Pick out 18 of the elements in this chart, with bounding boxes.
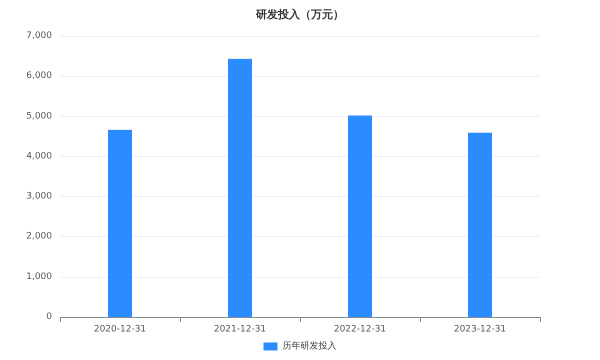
- y-tick-label: 0: [46, 312, 52, 322]
- y-tick-label: 3,000: [26, 192, 52, 202]
- x-tick-label: 2022-12-31: [334, 324, 386, 334]
- bar: [468, 132, 492, 317]
- y-tick-label: 7,000: [26, 31, 52, 41]
- bar: [228, 58, 252, 317]
- y-tick-label: 2,000: [26, 232, 52, 242]
- legend-label: 历年研发投入: [282, 340, 336, 352]
- y-tick-label: 4,000: [26, 151, 52, 162]
- y-tick-label: 1,000: [26, 272, 52, 282]
- bar: [348, 115, 372, 317]
- chart-title: 研发投入（万元）: [255, 8, 344, 21]
- y-tick-label: 6,000: [26, 71, 52, 82]
- x-tick-label: 2021-12-31: [214, 324, 266, 334]
- x-tick-label: 2023-12-31: [454, 324, 506, 334]
- x-tick-label: 2020-12-31: [94, 324, 146, 334]
- bar: [108, 130, 132, 317]
- y-tick-label: 5,000: [26, 111, 52, 122]
